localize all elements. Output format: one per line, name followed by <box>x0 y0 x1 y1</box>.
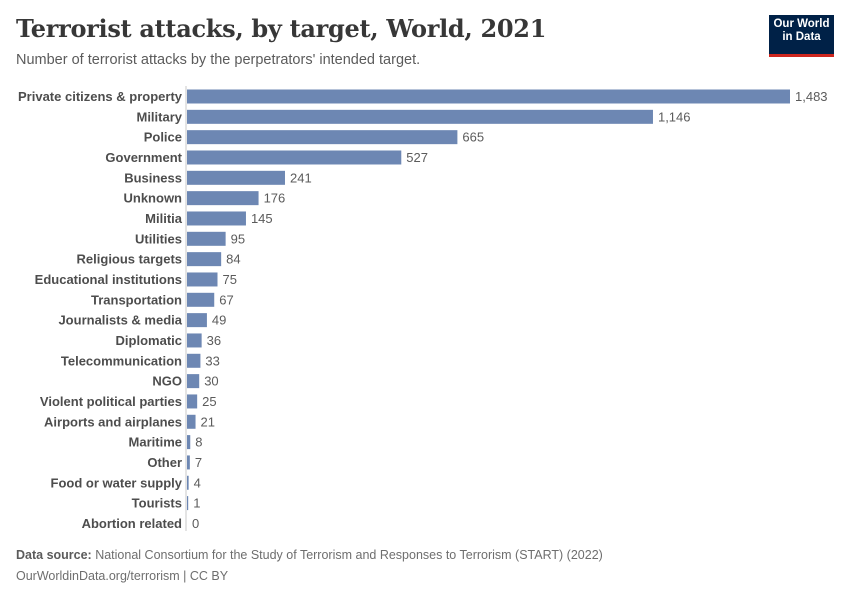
value-label: 145 <box>251 211 273 226</box>
data-source-text: National Consortium for the Study of Ter… <box>91 548 603 562</box>
value-label: 8 <box>195 435 202 450</box>
data-source-label: Data source: <box>16 548 92 562</box>
category-label: Violent political parties <box>40 394 182 409</box>
value-label: 33 <box>205 353 219 368</box>
bar[interactable] <box>187 191 259 206</box>
bar[interactable] <box>187 272 218 287</box>
value-label: 527 <box>406 150 428 165</box>
category-label: Religious targets <box>77 252 182 267</box>
category-label: Militia <box>145 211 183 226</box>
footer-link[interactable]: OurWorldinData.org/terrorism | CC BY <box>16 569 229 583</box>
category-label: Diplomatic <box>116 333 182 348</box>
category-label: Police <box>144 130 182 145</box>
bar[interactable] <box>187 170 285 185</box>
bar[interactable] <box>187 496 189 511</box>
category-label: Telecommunication <box>61 353 182 368</box>
category-label: Abortion related <box>82 516 182 531</box>
bar[interactable] <box>187 394 198 409</box>
category-label: Other <box>147 455 182 470</box>
category-label: Unknown <box>124 191 183 206</box>
category-label: NGO <box>152 374 182 389</box>
category-label: Transportation <box>91 292 182 307</box>
value-label: 84 <box>226 252 240 267</box>
category-label: Maritime <box>129 435 182 450</box>
data-source: Data source: National Consortium for the… <box>16 548 603 562</box>
bar[interactable] <box>187 292 215 307</box>
logo-line-2: in Data <box>782 31 821 43</box>
category-label: Educational institutions <box>35 272 182 287</box>
bar[interactable] <box>187 313 207 328</box>
value-label: 21 <box>201 414 215 429</box>
category-label: Airports and airplanes <box>44 414 182 429</box>
bar[interactable] <box>187 414 196 429</box>
value-label: 25 <box>202 394 216 409</box>
value-label: 665 <box>462 130 484 145</box>
value-label: 36 <box>207 333 221 348</box>
logo-line-1: Our World <box>773 18 830 30</box>
owid-logo[interactable]: Our World in Data <box>769 15 834 57</box>
bar[interactable] <box>187 109 653 124</box>
value-label: 1,483 <box>795 89 828 104</box>
value-label: 75 <box>222 272 236 287</box>
value-label: 241 <box>290 170 312 185</box>
value-label: 1 <box>193 496 200 511</box>
bar[interactable] <box>187 89 790 104</box>
bar[interactable] <box>187 455 190 470</box>
value-label: 7 <box>195 455 202 470</box>
category-label: Utilities <box>135 231 182 246</box>
value-label: 30 <box>204 374 218 389</box>
category-label: Private citizens & property <box>18 89 183 104</box>
value-label: 1,146 <box>658 109 691 124</box>
value-label: 176 <box>264 191 286 206</box>
bar[interactable] <box>187 130 458 145</box>
bar[interactable] <box>187 150 402 165</box>
bar[interactable] <box>187 435 191 450</box>
category-label: Business <box>124 170 182 185</box>
category-label: Military <box>136 109 182 124</box>
value-label: 49 <box>212 313 226 328</box>
category-label: Government <box>105 150 182 165</box>
chart-title: Terrorist attacks, by target, World, 202… <box>16 14 547 43</box>
bar[interactable] <box>187 353 201 368</box>
bar[interactable] <box>187 211 246 226</box>
bar[interactable] <box>187 231 226 246</box>
bars-layer: Private citizens & property 1,483 Military… <box>18 89 828 531</box>
value-label: 95 <box>231 231 245 246</box>
category-label: Journalists & media <box>58 313 182 328</box>
category-label: Tourists <box>132 496 182 511</box>
chart-subtitle: Number of terrorist attacks by the perpe… <box>16 52 421 68</box>
value-label: 0 <box>192 516 199 531</box>
bar[interactable] <box>187 333 202 348</box>
bar[interactable] <box>187 252 222 267</box>
value-label: 67 <box>219 292 233 307</box>
value-label: 4 <box>194 475 201 490</box>
category-label: Food or water supply <box>51 475 183 490</box>
bar[interactable] <box>187 374 200 389</box>
bar[interactable] <box>187 475 189 490</box>
